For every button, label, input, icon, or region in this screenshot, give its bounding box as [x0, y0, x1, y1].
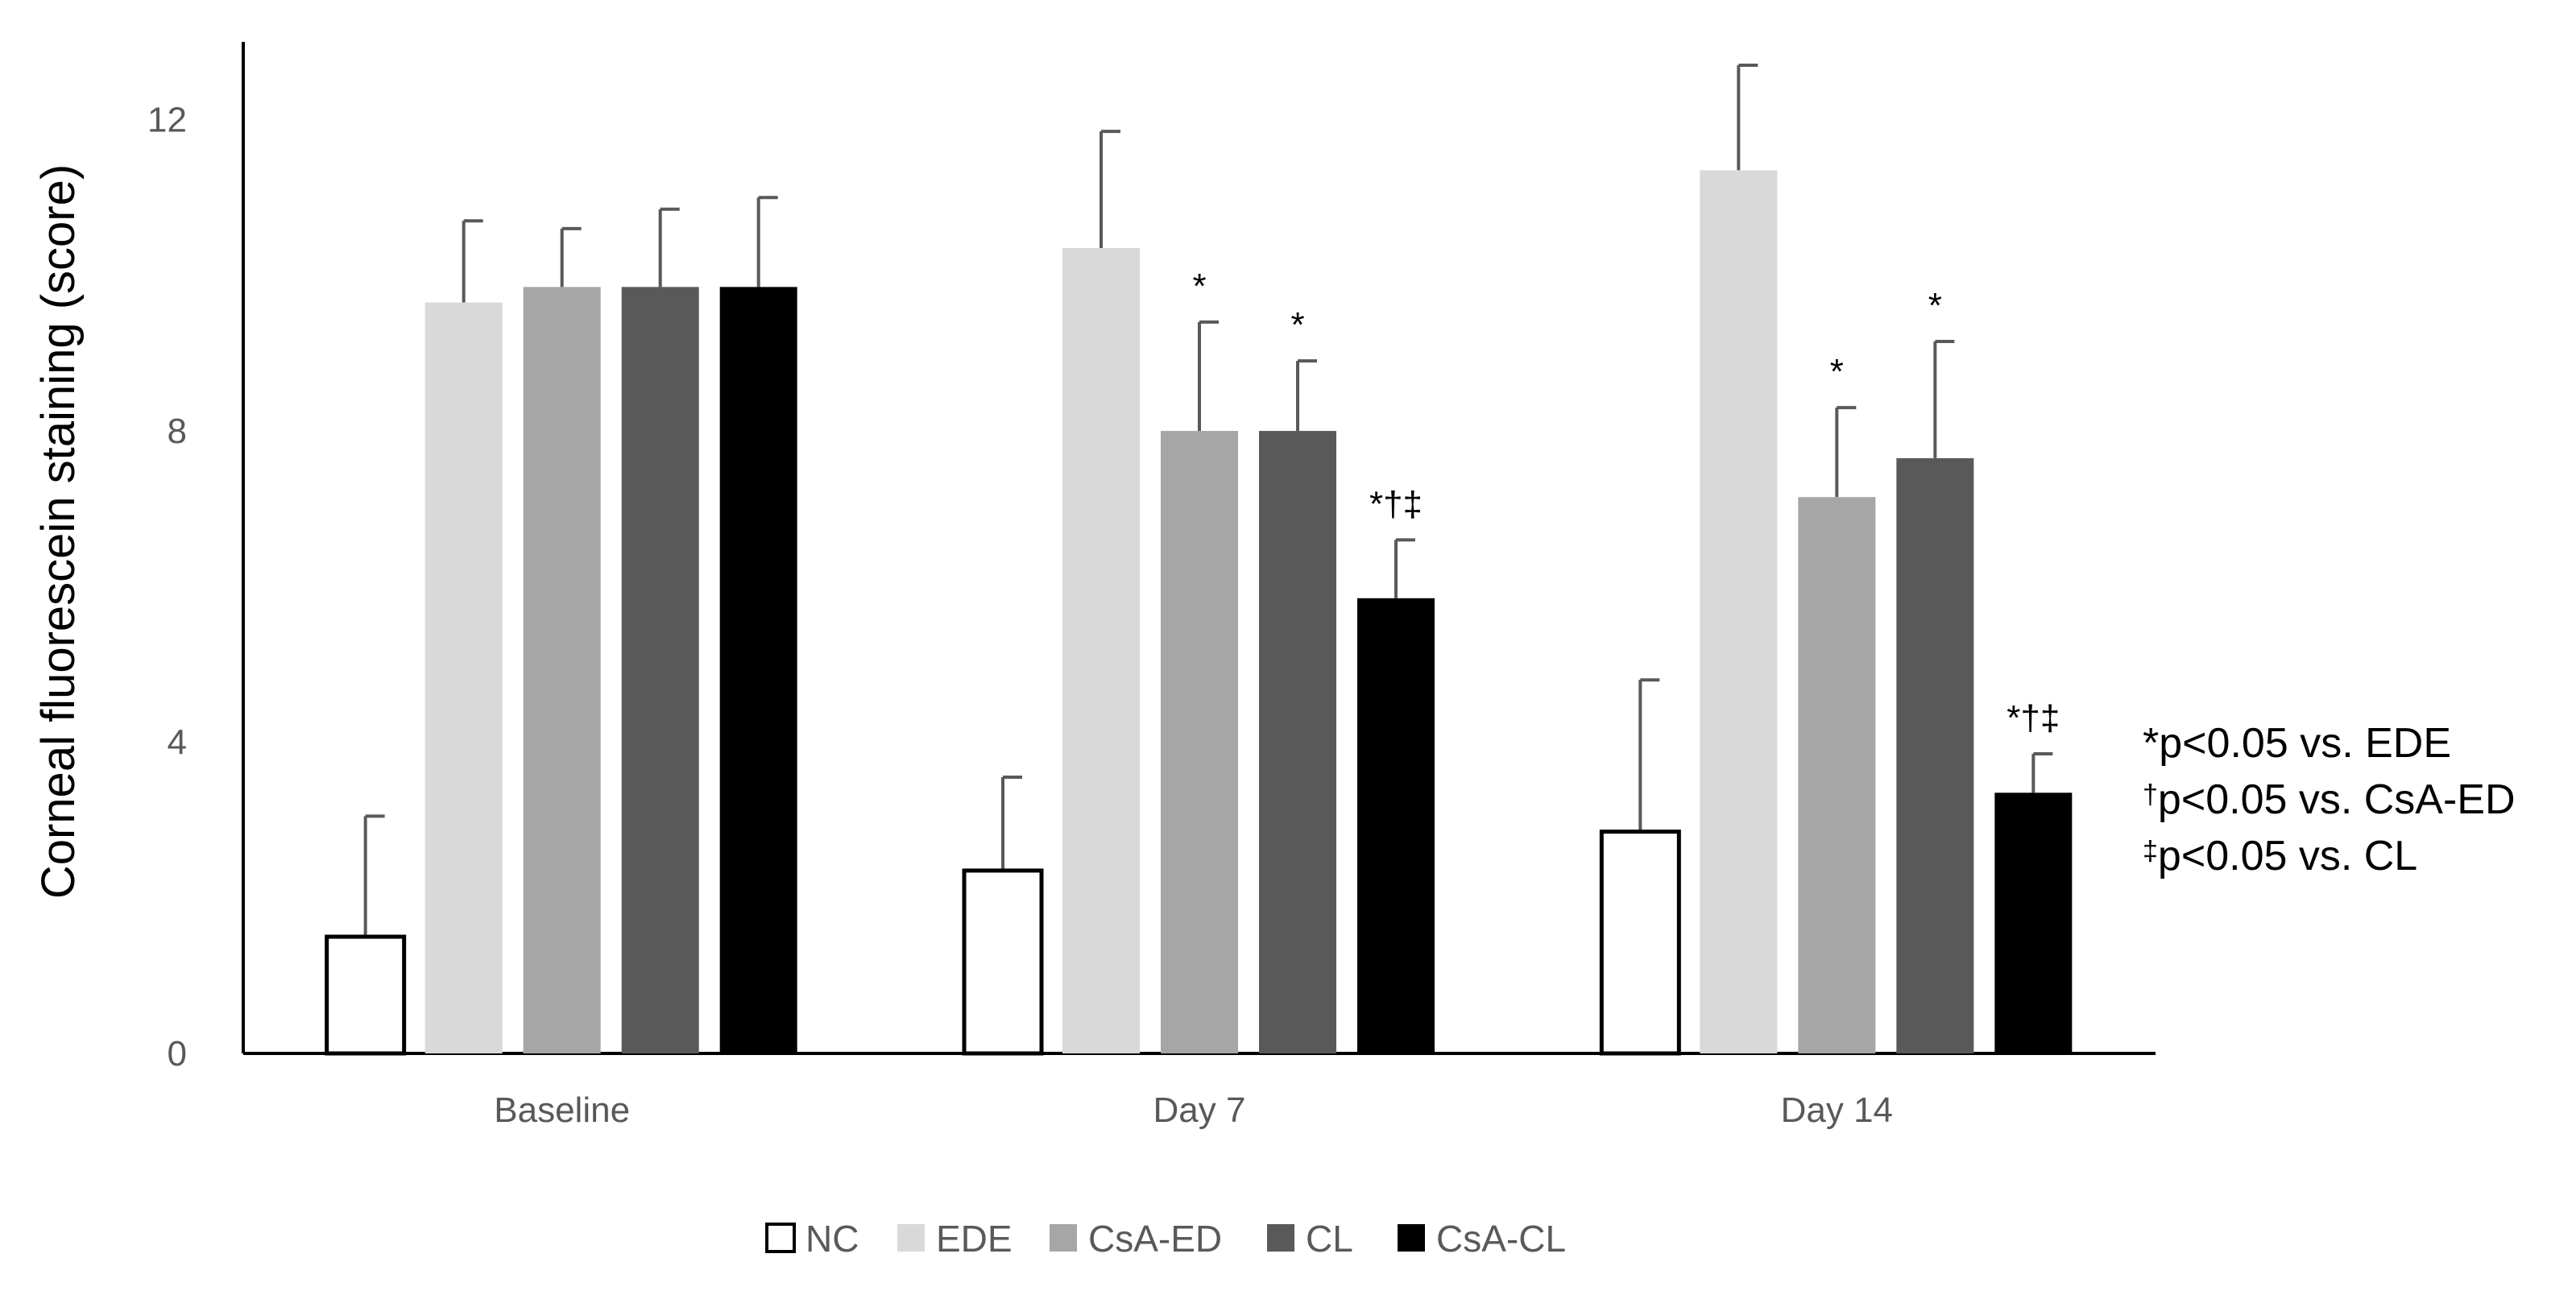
- note-text: p<0.05 vs. CsA-ED: [2158, 776, 2516, 823]
- bar-nc: [962, 868, 1044, 1056]
- x-tick-label: Day 7: [1153, 1090, 1246, 1130]
- note-mark: ‡: [2143, 836, 2158, 867]
- bar-csa-cl: [1994, 792, 2073, 1053]
- note-line: ‡p<0.05 vs. CL: [2143, 833, 2417, 879]
- legend-swatch-nc: [765, 1223, 796, 1253]
- x-tick-label: Baseline: [494, 1090, 630, 1130]
- bar-cl: [1896, 457, 1974, 1053]
- bar-ede: [1062, 248, 1140, 1053]
- significance-marker: *: [1830, 352, 1844, 391]
- note-line: *p<0.05 vs. EDE: [2143, 720, 2451, 767]
- bar-ede: [425, 302, 503, 1054]
- y-tick-label: 0: [168, 1034, 187, 1074]
- bar-ede: [1700, 170, 1778, 1053]
- significance-marker: *†‡: [2007, 698, 2060, 738]
- legend-label-csa-cl: CsA-CL: [1436, 1218, 1566, 1260]
- x-tick-label: Day 14: [1781, 1090, 1893, 1130]
- significance-notes: *p<0.05 vs. EDE†p<0.05 vs. CsA-ED‡p<0.05…: [2143, 720, 2516, 879]
- y-tick-label: 12: [147, 101, 187, 140]
- bar-csa-cl: [1357, 598, 1435, 1053]
- y-tick-label: 8: [168, 412, 187, 451]
- legend-swatch-cl: [1267, 1224, 1294, 1252]
- note-text: p<0.05 vs. EDE: [2159, 720, 2451, 767]
- bar-cl: [1259, 431, 1336, 1053]
- legend-swatch-csa-ed: [1050, 1224, 1077, 1252]
- bar-csa-cl: [719, 287, 797, 1053]
- legend-label-csa-ed: CsA-ED: [1088, 1218, 1222, 1260]
- bar-nc: [325, 934, 407, 1056]
- legend: NC EDE CsA-ED CL CsA-CL: [765, 1218, 1566, 1260]
- note-line: †p<0.05 vs. CsA-ED: [2143, 776, 2516, 823]
- bar-csa-ed: [1798, 497, 1876, 1053]
- legend-label-cl: CL: [1306, 1218, 1353, 1260]
- significance-marker: *: [1290, 305, 1304, 345]
- note-mark: †: [2143, 780, 2158, 810]
- significance-marker: *: [1192, 267, 1206, 306]
- note-mark: *: [2143, 720, 2159, 767]
- bar-csa-ed: [523, 287, 601, 1053]
- legend-label-nc: NC: [806, 1218, 859, 1260]
- y-tick-label: 4: [168, 723, 187, 763]
- y-axis-label: Corneal fluorescein staining (score): [32, 164, 85, 899]
- bar-csa-ed: [1161, 431, 1238, 1053]
- legend-swatch-csa-cl: [1398, 1224, 1425, 1252]
- significance-marker: *: [1928, 286, 1942, 325]
- bar-cl: [621, 287, 699, 1053]
- significance-marker: *†‡: [1369, 484, 1423, 523]
- legend-swatch-ede: [897, 1224, 925, 1252]
- legend-label-ede: EDE: [936, 1218, 1013, 1260]
- bar-nc: [1599, 830, 1681, 1056]
- note-text: p<0.05 vs. CL: [2158, 833, 2417, 879]
